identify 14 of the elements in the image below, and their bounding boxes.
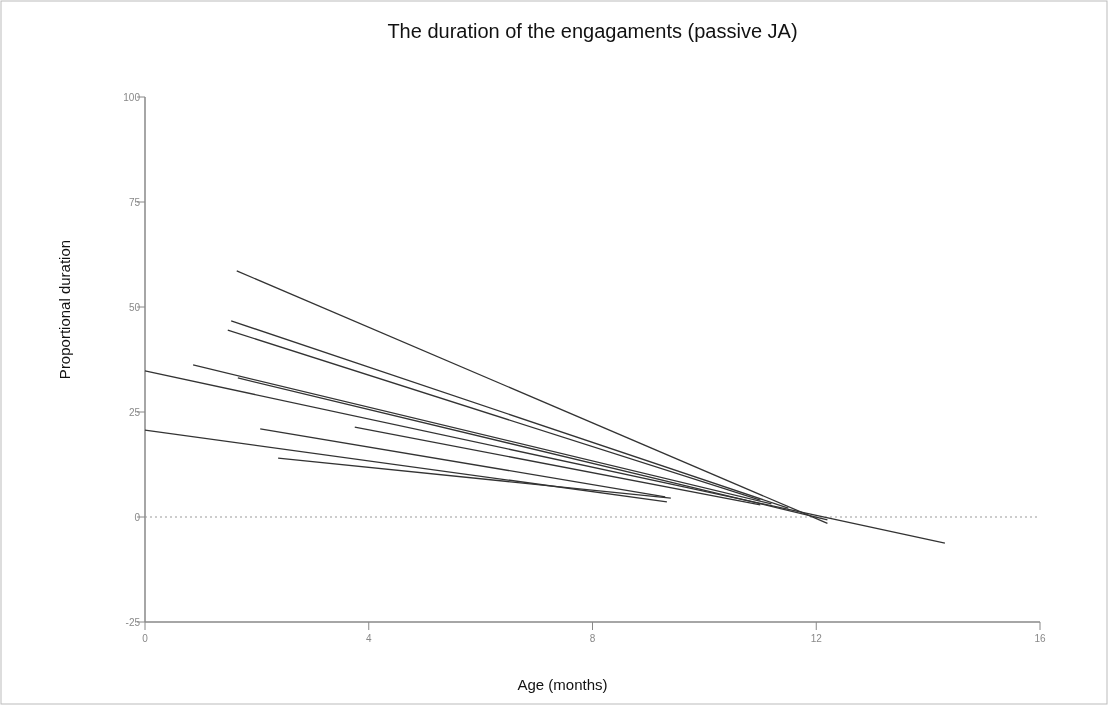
y-tick-label: 50	[128, 301, 141, 313]
x-tick-label: 4	[365, 633, 372, 644]
y-tick-label: 0	[134, 511, 141, 523]
x-axis-title: Age (months)	[517, 676, 608, 693]
x-tick-label: 8	[589, 633, 596, 644]
x-tick-label: 0	[142, 633, 149, 644]
x-tick-label: 12	[810, 633, 823, 644]
y-tick-label: 75	[128, 196, 141, 208]
y-tick-label: 100	[123, 91, 141, 103]
chart-title: The duration of the engagaments (passive JA)	[387, 20, 798, 42]
y-axis-title: Proportional duration	[56, 239, 73, 380]
x-tick-label: 16	[1034, 633, 1046, 644]
y-tick-label: 25	[128, 406, 141, 418]
y-tick-label: -25	[125, 616, 141, 628]
